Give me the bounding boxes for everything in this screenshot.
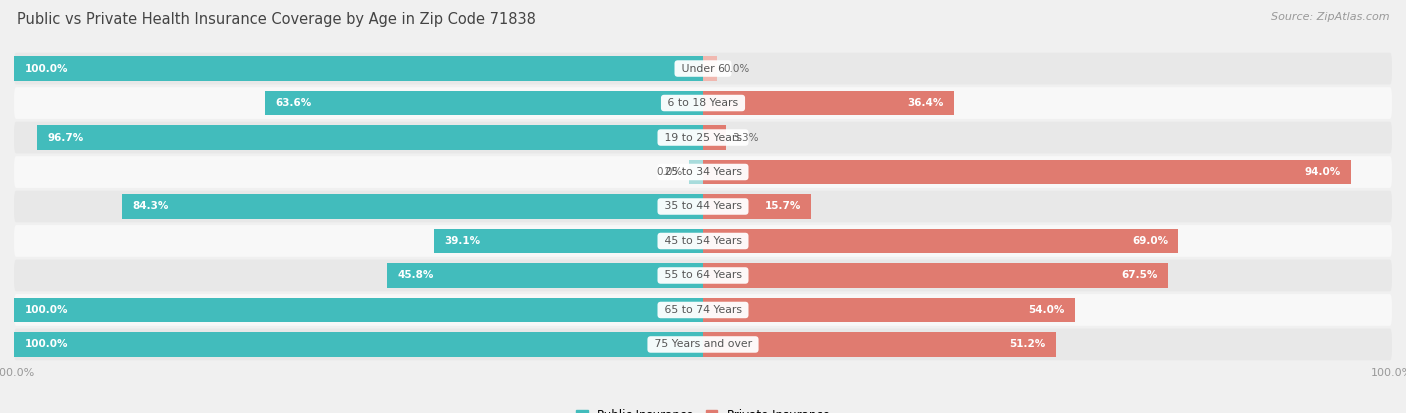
- FancyBboxPatch shape: [14, 122, 1392, 153]
- Bar: [703, 56, 717, 81]
- Bar: [703, 125, 725, 150]
- Text: 3.3%: 3.3%: [733, 133, 759, 142]
- Text: 35 to 44 Years: 35 to 44 Years: [661, 202, 745, 211]
- Text: 96.7%: 96.7%: [48, 133, 83, 142]
- FancyBboxPatch shape: [14, 191, 1392, 222]
- Text: 65 to 74 Years: 65 to 74 Years: [661, 305, 745, 315]
- Bar: [689, 159, 703, 185]
- Bar: [703, 159, 1351, 185]
- Text: 6 to 18 Years: 6 to 18 Years: [664, 98, 742, 108]
- Text: 45.8%: 45.8%: [398, 271, 434, 280]
- Text: 100.0%: 100.0%: [24, 64, 67, 74]
- Bar: [14, 297, 703, 323]
- Text: Source: ZipAtlas.com: Source: ZipAtlas.com: [1271, 12, 1389, 22]
- FancyBboxPatch shape: [14, 260, 1392, 291]
- FancyBboxPatch shape: [14, 87, 1392, 119]
- Text: 0.0%: 0.0%: [657, 167, 682, 177]
- Bar: [703, 297, 1076, 323]
- Text: 100.0%: 100.0%: [24, 339, 67, 349]
- Text: 67.5%: 67.5%: [1122, 271, 1157, 280]
- Bar: [433, 228, 703, 254]
- Text: 15.7%: 15.7%: [765, 202, 801, 211]
- Text: 75 Years and over: 75 Years and over: [651, 339, 755, 349]
- Bar: [37, 125, 703, 150]
- Text: 51.2%: 51.2%: [1010, 339, 1046, 349]
- Text: 36.4%: 36.4%: [907, 98, 943, 108]
- Text: 63.6%: 63.6%: [276, 98, 311, 108]
- Text: 0.0%: 0.0%: [724, 64, 749, 74]
- Text: 84.3%: 84.3%: [132, 202, 169, 211]
- Legend: Public Insurance, Private Insurance: Public Insurance, Private Insurance: [571, 404, 835, 413]
- Text: 69.0%: 69.0%: [1132, 236, 1168, 246]
- FancyBboxPatch shape: [14, 156, 1392, 188]
- Bar: [388, 263, 703, 288]
- Bar: [14, 56, 703, 81]
- FancyBboxPatch shape: [14, 329, 1392, 360]
- Text: 94.0%: 94.0%: [1303, 167, 1340, 177]
- Text: 19 to 25 Years: 19 to 25 Years: [661, 133, 745, 142]
- Text: Under 6: Under 6: [678, 64, 728, 74]
- Bar: [703, 90, 953, 116]
- FancyBboxPatch shape: [14, 294, 1392, 326]
- Text: 25 to 34 Years: 25 to 34 Years: [661, 167, 745, 177]
- Bar: [14, 332, 703, 357]
- Text: 100.0%: 100.0%: [24, 305, 67, 315]
- Bar: [122, 194, 703, 219]
- FancyBboxPatch shape: [14, 225, 1392, 257]
- Bar: [703, 194, 811, 219]
- Bar: [703, 263, 1168, 288]
- Text: 55 to 64 Years: 55 to 64 Years: [661, 271, 745, 280]
- Bar: [264, 90, 703, 116]
- Text: Public vs Private Health Insurance Coverage by Age in Zip Code 71838: Public vs Private Health Insurance Cover…: [17, 12, 536, 27]
- Bar: [703, 228, 1178, 254]
- Text: 39.1%: 39.1%: [444, 236, 479, 246]
- Text: 54.0%: 54.0%: [1028, 305, 1064, 315]
- Text: 45 to 54 Years: 45 to 54 Years: [661, 236, 745, 246]
- FancyBboxPatch shape: [14, 53, 1392, 84]
- Bar: [703, 332, 1056, 357]
